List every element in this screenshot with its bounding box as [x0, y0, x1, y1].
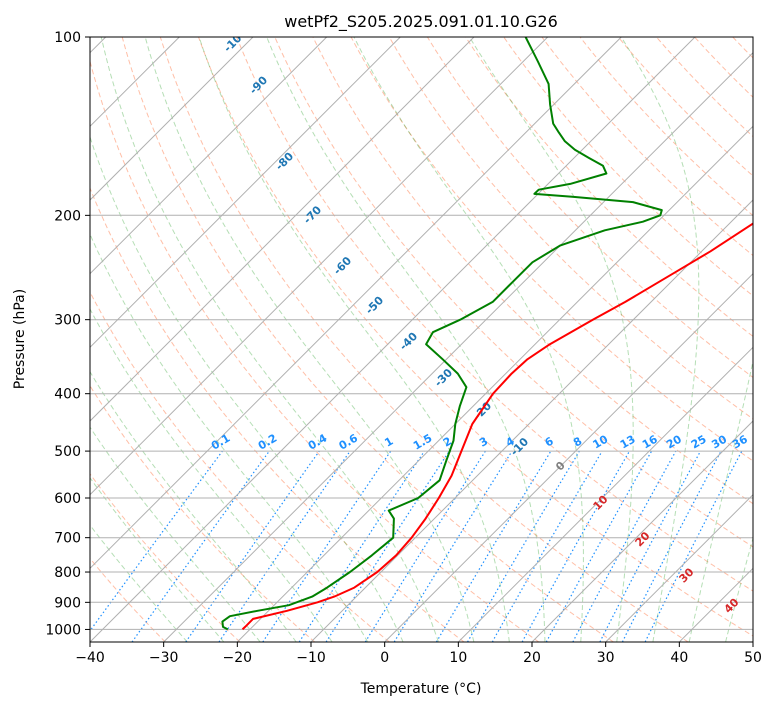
dry-adiabat-line — [90, 291, 390, 642]
temperature-line — [241, 222, 753, 631]
x-tick-label: −10 — [296, 650, 326, 666]
y-tick-label: 500 — [54, 444, 81, 460]
moist-adiabats — [90, 37, 753, 642]
y-tick-label: 200 — [54, 208, 81, 224]
x-tick-label: −40 — [75, 650, 105, 666]
moist-adiabat-line — [620, 37, 700, 642]
isotherm-gridline — [384, 272, 753, 642]
dry-adiabat-line — [426, 37, 753, 379]
moist-adiabat-line — [725, 536, 753, 642]
isotherm-gridline — [90, 37, 622, 570]
y-tick-label: 1000 — [45, 622, 81, 638]
x-tick-label: 50 — [744, 650, 762, 666]
dry-adiabats — [90, 37, 753, 642]
dry-adiabat-line — [121, 37, 614, 642]
y-tick-label: 300 — [54, 313, 81, 329]
isotherm-gridline — [90, 37, 254, 201]
x-tick-label: 10 — [449, 650, 467, 666]
isotherm-gridline — [90, 37, 549, 496]
mixing-ratio-line — [545, 450, 653, 642]
mixing-ratio-line — [644, 450, 743, 642]
mixing-ratio-line — [185, 450, 320, 642]
dry-adiabat-line — [274, 37, 753, 548]
dewpoint-line — [221, 37, 663, 631]
dry-adiabat-line — [90, 384, 316, 642]
x-axis-ticks: −40 −30 −20 −10 0 10 20 30 40 50 — [75, 642, 762, 666]
y-tick-label: 100 — [54, 30, 81, 46]
mixing-ratio-line — [325, 450, 450, 642]
dry-adiabat-line — [236, 37, 753, 592]
moist-adiabat-line — [90, 426, 261, 642]
dry-adiabat-line — [159, 37, 689, 642]
isotherm-gridline — [163, 51, 753, 642]
mixing-ratio-lines — [90, 450, 743, 642]
isotherm-gridline — [90, 37, 475, 422]
isotherm-gridline — [90, 37, 401, 349]
moist-adiabat-line — [90, 476, 225, 642]
dry-adiabat-line — [90, 557, 166, 642]
isotherm-gridline — [457, 346, 753, 642]
x-axis-label: Temperature (°C) — [360, 681, 482, 697]
mixing-ratio-line — [572, 450, 677, 642]
skewed-isotherms — [90, 37, 753, 642]
isotherm-gridline — [605, 493, 753, 642]
mixing-ratio-line — [131, 450, 270, 642]
moist-adiabat-line — [90, 135, 404, 642]
dry-adiabat-line — [198, 37, 753, 637]
isotherm-gridline — [531, 420, 753, 642]
dry-adiabat-line — [350, 37, 753, 462]
isotherm-gridline — [90, 37, 696, 642]
isotherm-gridline — [90, 37, 328, 275]
moist-adiabat-line — [100, 37, 439, 642]
dry-adiabat-line — [90, 186, 465, 642]
x-tick-label: 40 — [670, 650, 688, 666]
mixing-ratio-line — [521, 450, 631, 642]
dry-adiabat-line — [90, 59, 540, 642]
mixing-ratio-line — [90, 450, 223, 632]
x-tick-label: 30 — [597, 650, 615, 666]
x-tick-label: −30 — [149, 650, 179, 666]
moist-adiabat-line — [144, 37, 475, 642]
isotherm-gridline — [310, 199, 753, 642]
mixing-ratio-line — [218, 450, 351, 642]
mixing-ratio-line — [298, 450, 425, 642]
isotherm-gridline — [236, 125, 753, 642]
moist-adiabat-line — [90, 232, 369, 642]
y-tick-label: 800 — [54, 565, 81, 581]
moist-adiabat-line — [353, 37, 584, 642]
y-tick-label: 600 — [54, 491, 81, 507]
sounding-series — [221, 37, 753, 631]
plot-frame — [89, 36, 754, 643]
isobar-gridlines — [90, 37, 753, 630]
x-tick-label: 0 — [380, 650, 389, 666]
dry-adiabat-line — [503, 37, 753, 297]
mixing-ratio-line — [262, 450, 392, 642]
y-axis-label: Pressure (hPa) — [12, 289, 28, 389]
y-axis-ticks: 100 200 300 400 500 600 700 800 900 1000 — [45, 30, 90, 638]
x-tick-label: −20 — [223, 650, 253, 666]
moist-adiabat-line — [688, 358, 753, 642]
moist-adiabat-line — [198, 37, 510, 642]
mixing-ratio-line — [393, 450, 513, 642]
y-tick-label: 900 — [54, 595, 81, 611]
y-tick-label: 700 — [54, 531, 81, 547]
moist-adiabat-line — [266, 37, 546, 642]
y-tick-label: 400 — [54, 387, 81, 403]
dry-adiabat-line — [90, 472, 241, 642]
x-tick-label: 20 — [523, 650, 541, 666]
chart-title: wetPf2_S205.2025.091.01.10.G26 — [284, 12, 558, 32]
